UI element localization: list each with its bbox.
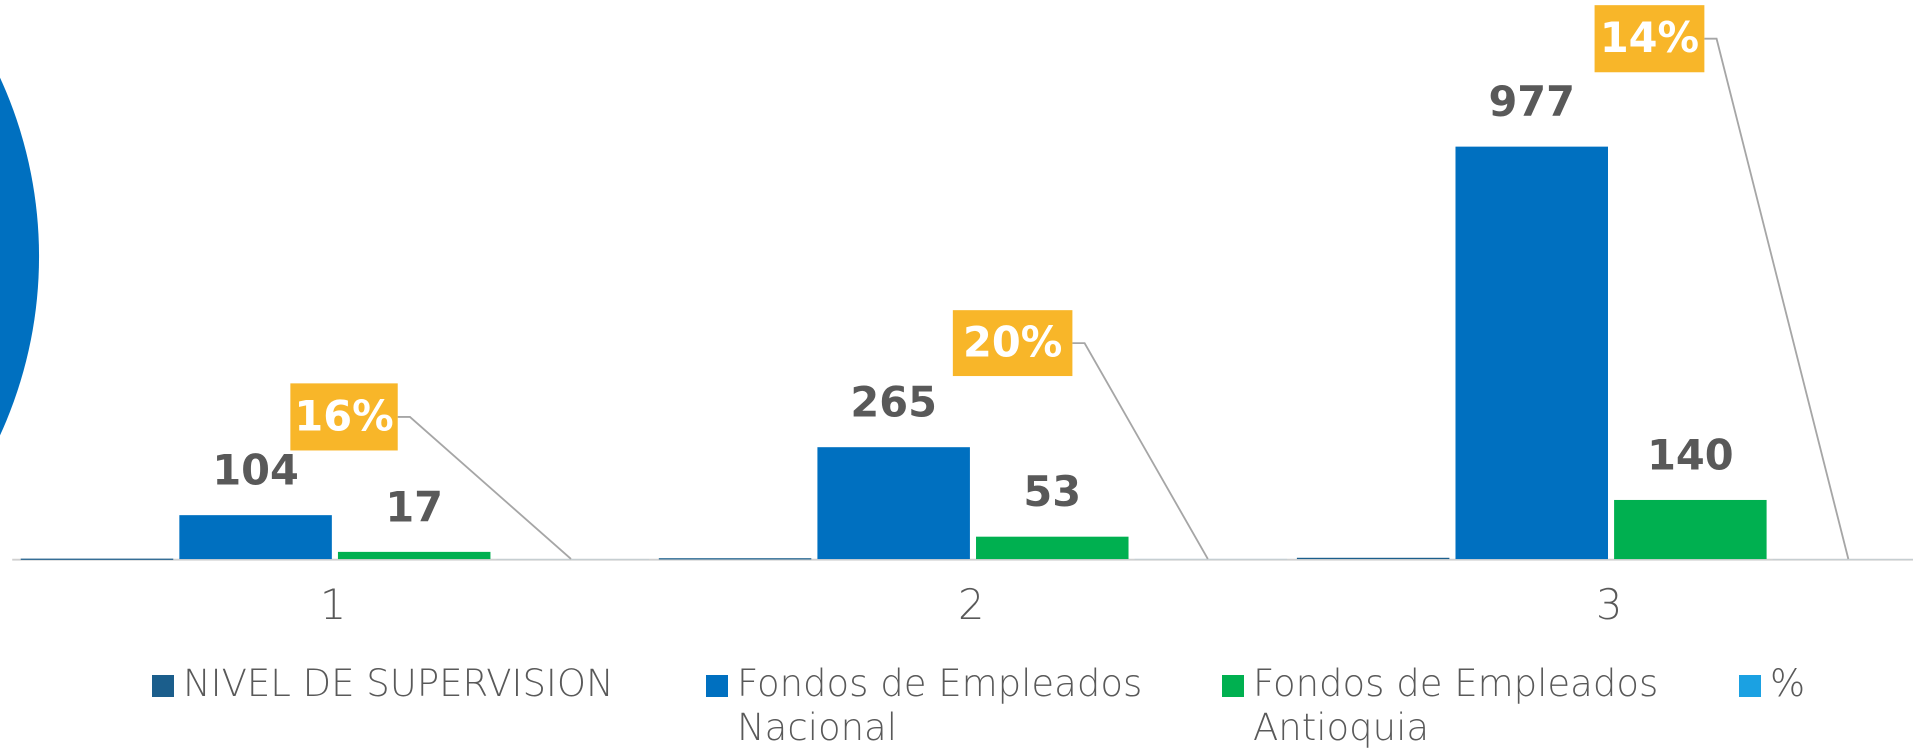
- leader-line: [1704, 39, 1848, 559]
- legend-label: Fondos de Empleados Nacional: [737, 662, 1156, 750]
- legend-swatch: [152, 675, 174, 697]
- data-label: 977: [1488, 77, 1575, 126]
- data-label: 104: [212, 446, 299, 495]
- bar: [1455, 147, 1608, 559]
- leader-line: [1072, 343, 1207, 559]
- bar: [21, 559, 174, 560]
- legend-swatch: [706, 675, 728, 697]
- legend-swatch: [1222, 675, 1244, 697]
- legend-label: %: [1770, 662, 1805, 706]
- bar: [817, 447, 970, 559]
- legend-swatch: [1739, 675, 1761, 697]
- legend-item: Fondos de Empleados Nacional: [706, 662, 1156, 750]
- legend-item: Fondos de Empleados Antioquia: [1222, 662, 1672, 750]
- legend-item: NIVEL DE SUPERVISION: [152, 662, 692, 706]
- data-label: 53: [1023, 467, 1081, 516]
- x-tick-label: 3: [1596, 580, 1622, 629]
- legend-label: Fondos de Empleados Antioquia: [1253, 662, 1672, 750]
- data-label: 17: [385, 482, 443, 531]
- bar: [659, 558, 812, 559]
- x-tick-label: 1: [320, 580, 346, 629]
- bar: [976, 537, 1129, 559]
- data-label: 16%: [294, 391, 393, 440]
- decorative-circle: [0, 0, 39, 686]
- bar: [1297, 558, 1450, 559]
- bar: [338, 552, 491, 559]
- data-label: 20%: [963, 318, 1062, 367]
- bar: [1614, 500, 1767, 559]
- data-label: 265: [850, 378, 937, 427]
- legend-label: NIVEL DE SUPERVISION: [183, 662, 614, 706]
- legend-item: %: [1739, 662, 1859, 706]
- data-label: 140: [1647, 430, 1734, 479]
- data-label: 14%: [1600, 13, 1699, 62]
- bar: [179, 515, 332, 559]
- x-tick-label: 2: [958, 580, 984, 629]
